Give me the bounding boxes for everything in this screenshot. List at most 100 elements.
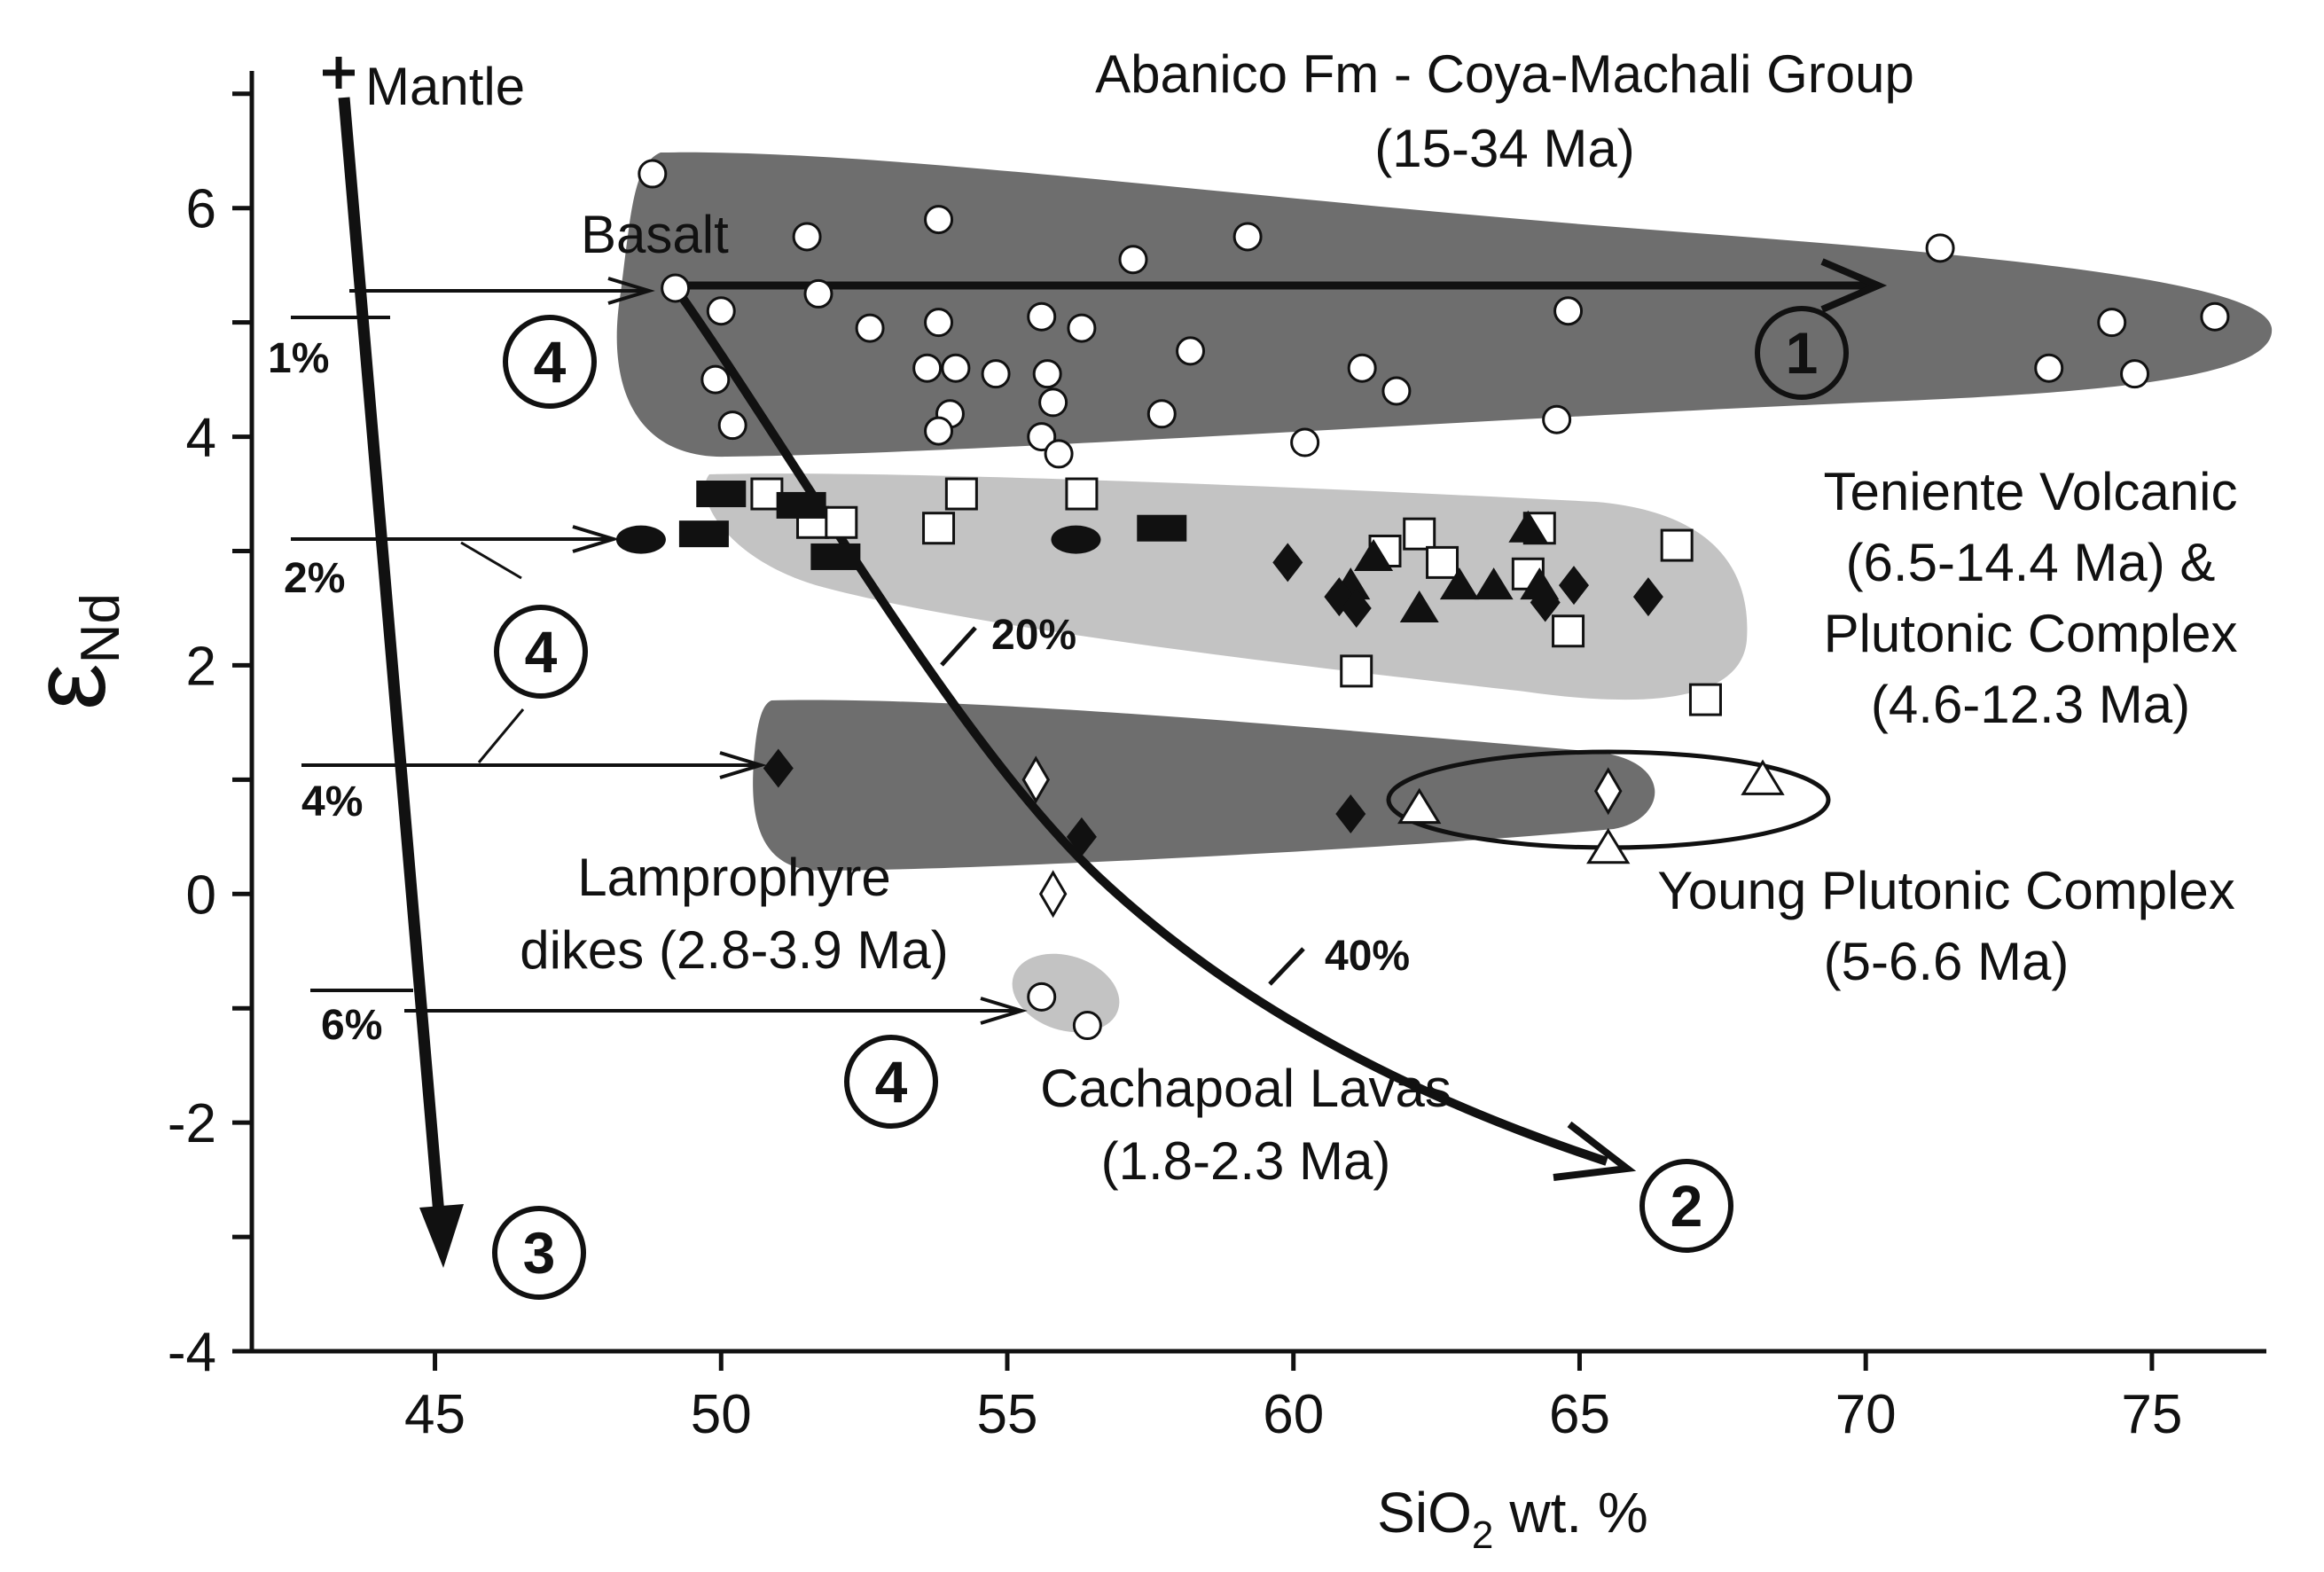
label-teniente-3: Plutonic Complex [1824, 604, 2238, 663]
trend-3-mantle-melting [338, 97, 448, 1247]
point-circle-open-0-29 [1542, 404, 1572, 434]
point-square-open-1-12 [1660, 528, 1694, 562]
trend-label-3: 3 [492, 1206, 586, 1300]
trend-label-4c: 4 [844, 1035, 938, 1129]
assim-pct-40: 40% [1325, 933, 1410, 980]
point-rect-filled-2-2 [776, 491, 826, 519]
x-tick-label-75: 75 [2121, 1384, 2182, 1445]
point-circle-open-0-9 [924, 308, 954, 338]
trend-label-2-circle [1639, 1159, 1733, 1253]
cachapoal-field [1012, 953, 1120, 1033]
melt-pct-6: 6% [321, 1002, 382, 1049]
label-lamprophyre-1: Lamprophyre [577, 848, 891, 907]
y-axis-label: εNd [11, 593, 131, 710]
label-teniente-4: (4.6-12.3 Ma) [1871, 675, 2190, 734]
x-axis-label-subscript: 2 [1472, 1513, 1493, 1557]
point-diamond-filled-5-0 [1272, 543, 1303, 583]
point-diamond-open-7-1 [1038, 870, 1068, 919]
point-square-open-1-11 [1552, 614, 1585, 648]
point-diamond-filled-5-3 [1530, 583, 1561, 622]
point-rect-filled-2-4 [1137, 514, 1187, 542]
x-tick-label-65: 65 [1549, 1384, 1610, 1445]
x-ticks: 45 50 55 60 65 70 75 [404, 1351, 2182, 1445]
point-circle-open-0-4 [717, 411, 747, 441]
trend-1-arrowhead [1820, 258, 1888, 313]
trend-label-2: 2 [1639, 1159, 1733, 1253]
point-triangle-open-8-0 [1397, 787, 1442, 825]
point-diamond-open-7-0 [1021, 755, 1051, 804]
point-rect-filled-2-1 [678, 520, 729, 548]
data-points [615, 159, 2230, 1041]
melt-pct-4: 4% [301, 778, 363, 825]
point-circle-open-0-16 [1067, 313, 1097, 343]
point-circle-open-0-27 [1381, 376, 1412, 406]
point-circle-open-0-23 [1146, 399, 1177, 429]
point-circle-open-0-14 [924, 416, 954, 446]
point-circle-open-0-22 [1176, 336, 1206, 366]
point-square-open-1-2 [825, 505, 858, 539]
point-circle-open-0-34 [2200, 301, 2230, 332]
point-circle-open-0-26 [1347, 353, 1377, 383]
point-triangle-open-8-2 [1741, 759, 1785, 795]
point-circle-open-0-32 [2097, 308, 2127, 338]
point-rect-filled-2-0 [696, 481, 747, 508]
point-circle-open-0-28 [1553, 296, 1584, 326]
trend-2-assimilation [669, 283, 1608, 1166]
point-circle-open-0-5 [792, 222, 822, 252]
trend-label-3-circle [492, 1206, 586, 1300]
point-ellipse-filled-3-1 [1051, 525, 1101, 554]
label-basalt: Basalt [581, 205, 729, 264]
leader-4-a [460, 541, 522, 580]
trend-lines [291, 97, 1888, 1268]
point-circle-open-0-15 [1027, 301, 1057, 332]
trend-2-arrowhead [1553, 1121, 1637, 1181]
point-square-open-1-14 [1340, 654, 1373, 688]
point-circle-open-0-24 [1232, 222, 1263, 252]
trend-label-1-circle [1755, 306, 1849, 400]
label-young-1: Young Plutonic Complex [1657, 861, 2235, 920]
point-circle-open-0-31 [2034, 353, 2064, 383]
x-tick-label-60: 60 [1263, 1384, 1324, 1445]
point-diamond-filled-5-5 [1632, 577, 1663, 617]
point-diamond-filled-6-1 [1066, 817, 1097, 856]
point-circle-open-0-11 [941, 353, 971, 383]
label-teniente-2: (6.5-14.4 Ma) & [1846, 533, 2216, 592]
y-ticks: -4 -2 0 2 4 6 [168, 91, 252, 1383]
point-square-open-1-3 [922, 512, 956, 545]
trend-label-4b: 4 [494, 605, 588, 699]
x-axis-label-units: wt. % [1508, 1481, 1647, 1545]
label-teniente-1: Teniente Volcanic [1824, 462, 2238, 521]
point-circle-open-0-21 [1118, 245, 1148, 275]
point-square-open-1-13 [1688, 683, 1722, 716]
mantle-marker [323, 57, 355, 89]
teniente-field [705, 473, 1748, 700]
y-tick-label--4: -4 [168, 1322, 216, 1383]
point-circle-open-0-1 [661, 273, 691, 303]
point-circle-open-0-30 [1925, 233, 1955, 263]
arrow-4-4pct-head [719, 751, 767, 779]
trend-label-4a-text: 4 [534, 329, 567, 395]
trend-label-4c-circle [844, 1035, 938, 1129]
trend-label-3-text: 3 [523, 1220, 556, 1286]
trend-label-4b-text: 4 [525, 619, 558, 684]
y-tick-label-2: 2 [186, 636, 216, 697]
point-circle-open-0-33 [2120, 359, 2150, 389]
x-axis-label: SiO2 wt. % [1377, 1481, 1648, 1557]
trend-label-4a-circle [503, 315, 597, 409]
label-cachapoal-1: Cachapoal Lavas [1040, 1059, 1452, 1118]
point-circle-open-0-12 [981, 359, 1011, 389]
point-triangle-filled-4-3 [1439, 567, 1479, 600]
trend-3-arrowhead [419, 1204, 464, 1268]
arrow-4-6pct-head [980, 997, 1028, 1025]
trend-label-1-text: 1 [1786, 320, 1819, 386]
point-circle-open-0-18 [1038, 387, 1068, 418]
point-square-open-1-7 [1403, 517, 1436, 551]
label-young-2: (5-6.6 Ma) [1824, 932, 2070, 991]
x-tick-label-50: 50 [691, 1384, 752, 1445]
melt-pct-1: 1% [268, 335, 329, 382]
point-triangle-filled-4-5 [1508, 510, 1548, 543]
y-tick-label--2: -2 [168, 1093, 216, 1154]
point-circle-open-0-0 [638, 159, 668, 189]
x-tick-label-70: 70 [1835, 1384, 1897, 1445]
point-circle-open-0-19 [1027, 422, 1057, 452]
